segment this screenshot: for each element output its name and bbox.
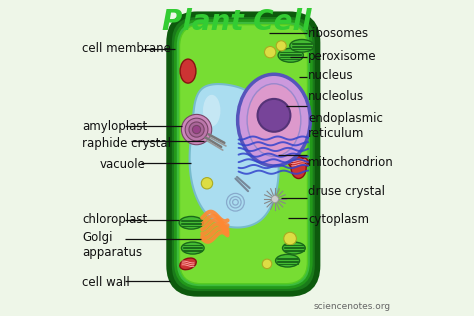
Text: peroxisome: peroxisome: [308, 50, 377, 64]
Text: nucleolus: nucleolus: [308, 90, 364, 103]
Circle shape: [201, 178, 213, 189]
FancyBboxPatch shape: [180, 25, 308, 284]
Ellipse shape: [182, 242, 204, 254]
Circle shape: [264, 46, 276, 58]
Text: amyloplast: amyloplast: [82, 120, 147, 133]
Ellipse shape: [275, 254, 300, 267]
Ellipse shape: [247, 84, 301, 156]
FancyBboxPatch shape: [169, 14, 318, 294]
Circle shape: [185, 118, 208, 141]
Circle shape: [262, 259, 272, 269]
Ellipse shape: [290, 40, 314, 52]
Circle shape: [272, 196, 278, 203]
Text: ribosomes: ribosomes: [308, 27, 369, 40]
Ellipse shape: [289, 156, 309, 169]
Ellipse shape: [203, 95, 220, 126]
Text: endoplasmic
reticulum: endoplasmic reticulum: [308, 112, 383, 140]
Text: cytoplasm: cytoplasm: [308, 213, 369, 226]
Ellipse shape: [180, 59, 196, 83]
Text: druse crystal: druse crystal: [308, 185, 385, 198]
Text: nucleus: nucleus: [308, 69, 354, 82]
Text: mitochondrion: mitochondrion: [308, 156, 394, 169]
Ellipse shape: [291, 156, 306, 179]
Circle shape: [182, 114, 212, 145]
Text: Golgi
apparatus: Golgi apparatus: [82, 231, 142, 259]
Text: cell wall: cell wall: [82, 276, 130, 289]
Ellipse shape: [278, 48, 303, 62]
Ellipse shape: [180, 258, 196, 270]
Circle shape: [257, 99, 291, 132]
Circle shape: [192, 125, 201, 134]
Text: raphide crystal: raphide crystal: [82, 137, 171, 150]
Text: Plant Cell: Plant Cell: [162, 8, 312, 36]
FancyBboxPatch shape: [175, 21, 311, 288]
Circle shape: [284, 232, 296, 245]
Text: vacuole: vacuole: [100, 158, 146, 171]
Ellipse shape: [179, 216, 203, 229]
Circle shape: [189, 122, 204, 137]
Circle shape: [276, 41, 286, 51]
Text: sciencenotes.org: sciencenotes.org: [313, 302, 390, 311]
Text: cell membrane: cell membrane: [82, 42, 171, 56]
Ellipse shape: [237, 74, 310, 166]
Text: chloroplast: chloroplast: [82, 213, 147, 226]
Ellipse shape: [283, 242, 305, 254]
Polygon shape: [190, 84, 279, 228]
